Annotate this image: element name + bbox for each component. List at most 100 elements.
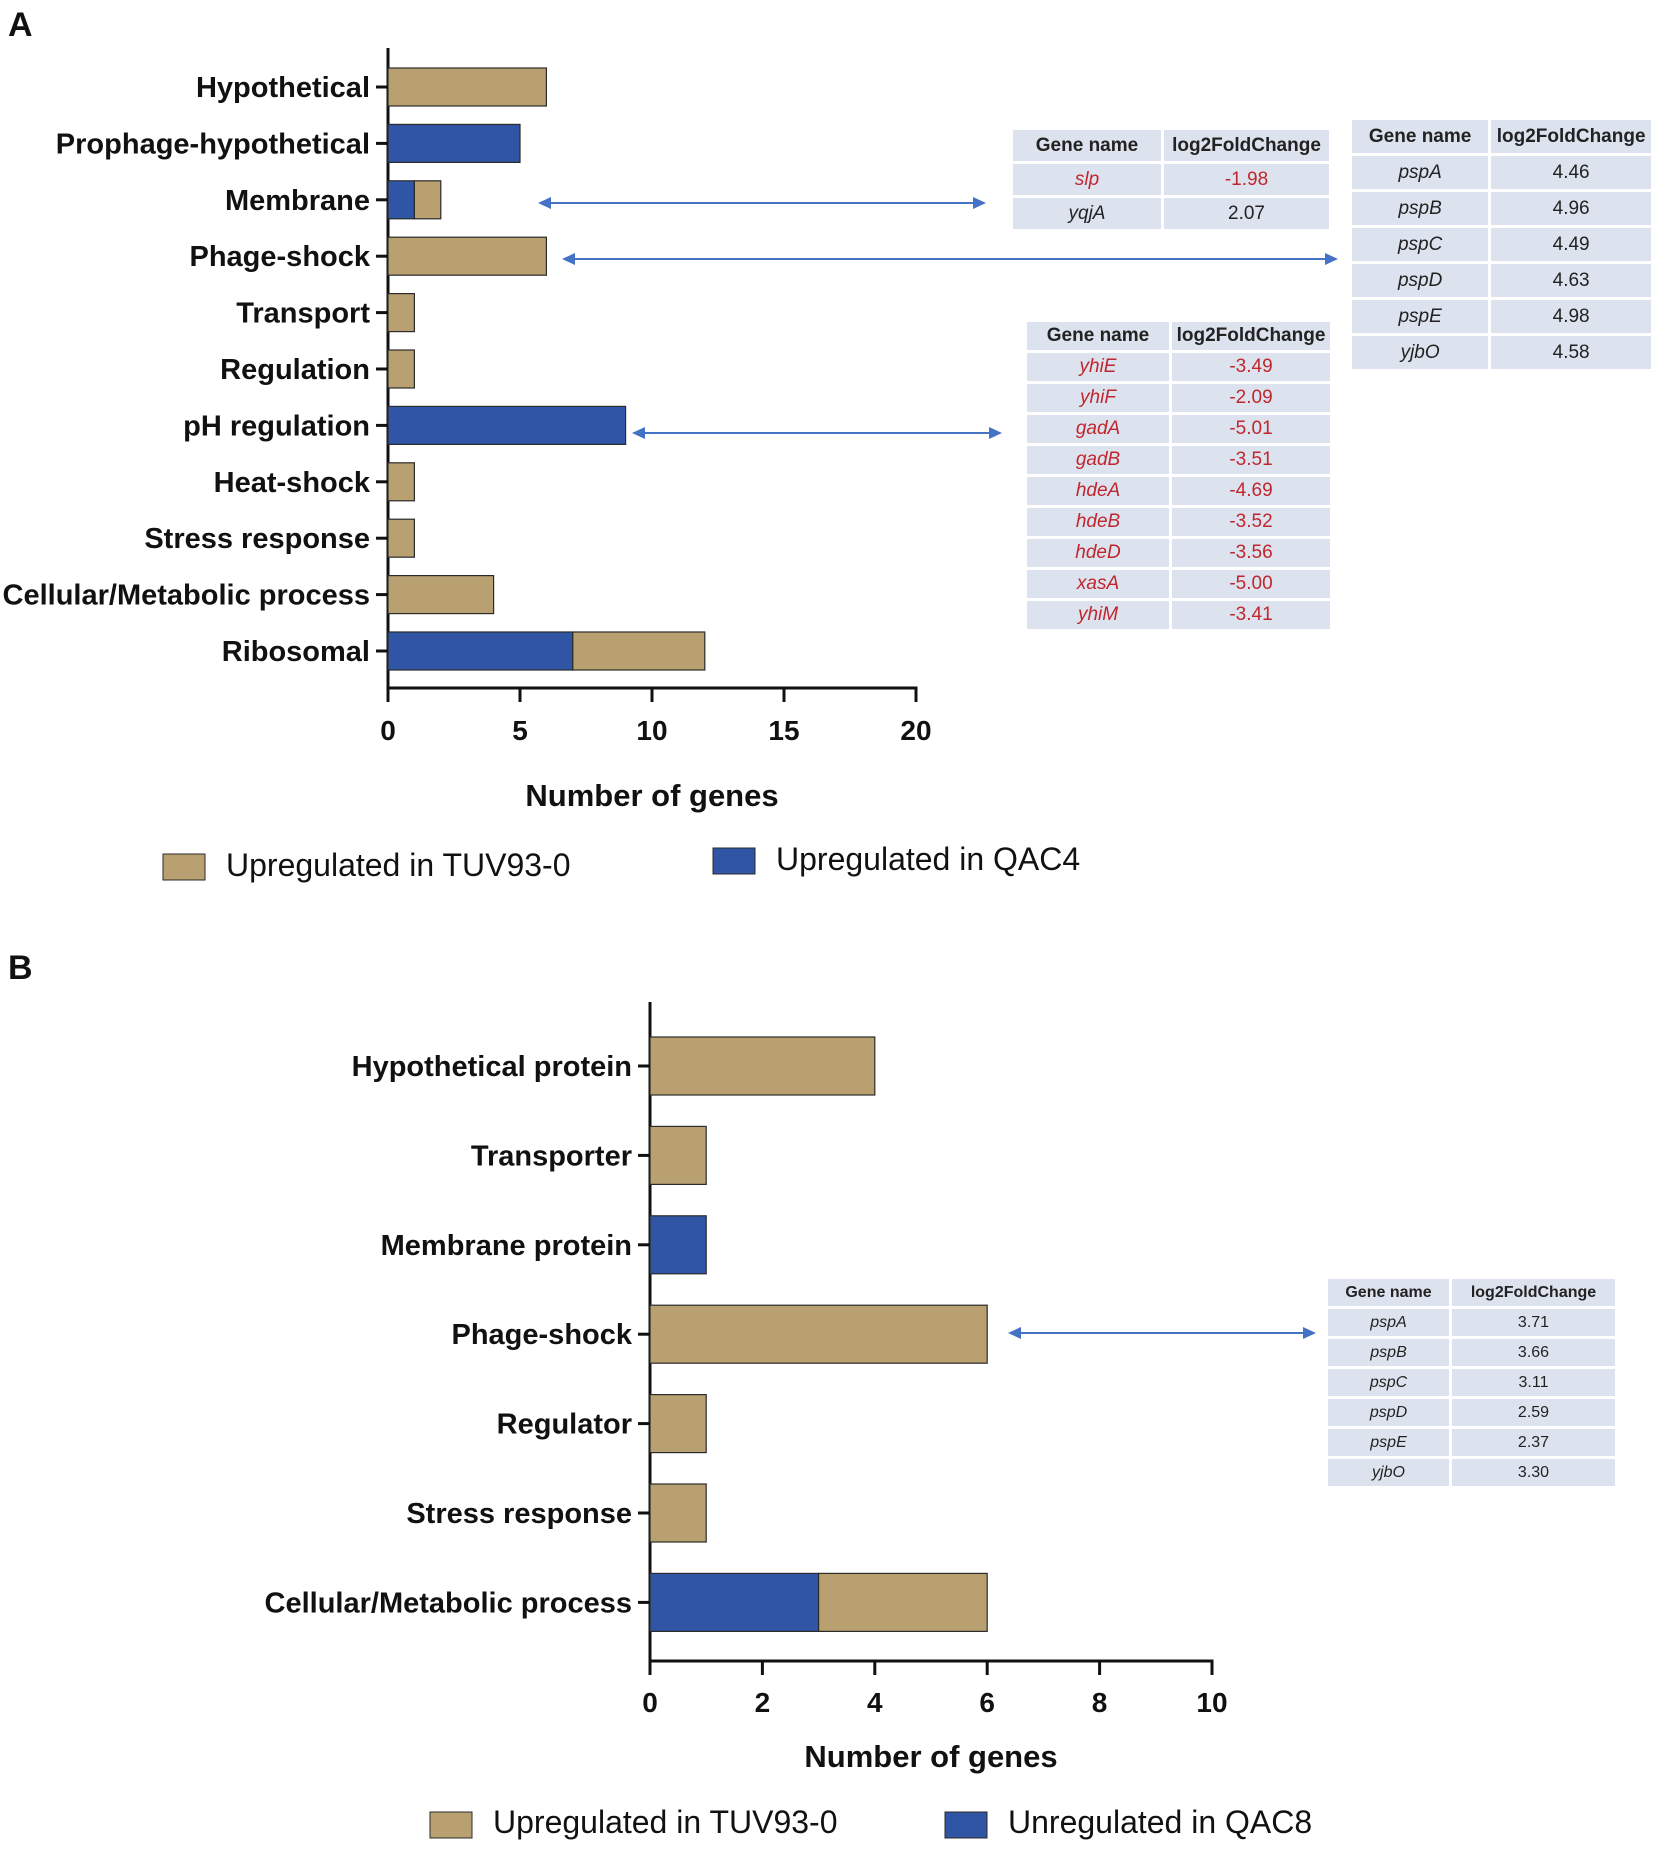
fold-change-cell: 3.66: [1452, 1339, 1615, 1366]
header-log2foldchange: log2FoldChange: [1452, 1279, 1615, 1306]
panel-b-bar-hypothetical-protein-tuv93: [649, 1036, 876, 1096]
panel-b-category-label-transporter: Transporter: [471, 1140, 632, 1172]
header-log2foldchange: log2FoldChange: [1164, 130, 1329, 161]
table-header-row: Gene name log2FoldChange: [1027, 322, 1330, 350]
panel-a-bar-membrane-qac: [387, 180, 415, 220]
chart-panel-b: Hypothetical protein Transporter Membrane …: [265, 1002, 1312, 1840]
panel-a-bar-ph-regulation-qac: [387, 405, 627, 445]
panel-a-x-axis-title: Number of genes: [525, 778, 778, 813]
panel-b-category-label-membrane-protein: Membrane protein: [381, 1230, 632, 1262]
panel-a-bar-ribosomal-tuv93: [572, 631, 706, 671]
table-row: pspD 4.63: [1352, 264, 1651, 297]
table-row: gadA -5.01: [1027, 415, 1330, 443]
gene-name-cell: yqjA: [1013, 198, 1161, 229]
panel-b-bar-membrane-protein-qac: [649, 1215, 707, 1275]
gene-name-cell: slp: [1013, 164, 1161, 195]
arrow-phage-shock-b: [1008, 1327, 1316, 1339]
panel-b-x-tick-label: 6: [979, 1687, 995, 1718]
panel-a-bar-stress-response-tuv93: [387, 518, 415, 558]
panel-b-bar-transporter-tuv93: [649, 1125, 707, 1186]
panel-a-x-tick-label: 10: [636, 715, 667, 746]
panel-b-legend-swatch-tuv93: [429, 1811, 473, 1839]
panel-a-bar-hypothetical-tuv93: [387, 67, 547, 107]
panel-a-x-tick-label: 15: [768, 715, 799, 746]
table-row: pspB 3.66: [1328, 1339, 1615, 1366]
table-row: pspC 3.11: [1328, 1369, 1615, 1396]
panel-b-bar-stress-response-tuv93: [649, 1483, 707, 1543]
panel-b-category-label-cellular-metabolic-process: Cellular/Metabolic process: [265, 1587, 632, 1619]
gene-table-ph-regulation: Gene name log2FoldChange yhiE -3.49 yhiF -2.0…: [1024, 319, 1333, 632]
panel-a-bar-heat-shock-tuv93: [387, 462, 415, 502]
gene-name-cell: pspD: [1352, 264, 1489, 297]
gene-name-cell: hdeD: [1027, 539, 1169, 567]
table-header-row: Gene name log2FoldChange: [1013, 130, 1329, 161]
gene-name-cell: pspC: [1328, 1369, 1449, 1396]
gene-name-cell: pspB: [1328, 1339, 1449, 1366]
gene-name-cell: yhiF: [1027, 384, 1169, 412]
fold-change-cell: 4.49: [1491, 228, 1651, 261]
panel-b-legend-label-qac: Unregulated in QAC8: [1008, 1804, 1312, 1840]
gene-name-cell: yjbO: [1352, 336, 1489, 369]
connector-arrows: [538, 197, 1338, 1339]
gene-table-phage-shock-a: Gene name log2FoldChange pspA 4.46 pspB 4.96 p…: [1349, 117, 1654, 372]
table-row: pspD 2.59: [1328, 1399, 1615, 1426]
panel-a-category-label-transport: Transport: [236, 298, 370, 330]
panel-a-category-label-hypothetical: Hypothetical: [196, 72, 370, 104]
table-header-row: Gene name log2FoldChange: [1328, 1279, 1615, 1306]
panel-a-legend-swatch-qac: [712, 847, 756, 875]
gene-table-membrane: Gene name log2FoldChange slp -1.98 yqjA 2.07: [1010, 127, 1332, 232]
panel-a-category-label-membrane: Membrane: [225, 185, 370, 217]
table-row: hdeD -3.56: [1027, 539, 1330, 567]
panel-b-x-tick-label: 0: [642, 1687, 658, 1718]
panel-letter-b: B: [8, 949, 33, 987]
panel-b-category-label-stress-response: Stress response: [406, 1498, 632, 1530]
table-row: hdeA -4.69: [1027, 477, 1330, 505]
panel-a-category-label-regulation: Regulation: [220, 354, 370, 386]
panel-b-legend-swatch-qac: [944, 1811, 988, 1839]
panel-b-category-label-hypothetical-protein: Hypothetical protein: [352, 1051, 632, 1083]
fold-change-cell: -1.98: [1164, 164, 1329, 195]
panel-b-bar-cellular-metabolic-process-qac: [649, 1572, 820, 1633]
gene-name-cell: gadA: [1027, 415, 1169, 443]
panel-b-x-tick-label: 10: [1196, 1687, 1227, 1718]
gene-table-phage-shock-b: Gene name log2FoldChange pspA 3.71 pspB 3.66 p…: [1325, 1276, 1618, 1489]
table-row: yhiE -3.49: [1027, 353, 1330, 381]
panel-a-category-label-ph-regulation: pH regulation: [183, 410, 370, 442]
fold-change-cell: 3.71: [1452, 1309, 1615, 1336]
table-row: gadB -3.51: [1027, 446, 1330, 474]
fold-change-cell: 2.07: [1164, 198, 1329, 229]
panel-b-x-tick-label: 2: [755, 1687, 771, 1718]
panel-letter-a: A: [8, 6, 33, 44]
fold-change-cell: 4.96: [1491, 192, 1651, 225]
panel-a-category-label-prophage-hypothetical: Prophage-hypothetical: [56, 128, 370, 160]
fold-change-cell: -5.00: [1172, 570, 1330, 598]
table-row: yjbO 3.30: [1328, 1459, 1615, 1486]
arrow-membrane: [538, 197, 986, 209]
fold-change-cell: -3.49: [1172, 353, 1330, 381]
fold-change-cell: -2.09: [1172, 384, 1330, 412]
gene-name-cell: yhiM: [1027, 601, 1169, 629]
table-row: yhiF -2.09: [1027, 384, 1330, 412]
fold-change-cell: 2.37: [1452, 1429, 1615, 1456]
panel-b-x-axis-title: Number of genes: [804, 1739, 1057, 1774]
header-gene-name: Gene name: [1013, 130, 1161, 161]
gene-name-cell: pspD: [1328, 1399, 1449, 1426]
panel-a-x-tick-label: 20: [900, 715, 931, 746]
table-row: yhiM -3.41: [1027, 601, 1330, 629]
table-row: slp -1.98: [1013, 164, 1329, 195]
panel-a-bar-regulation-tuv93: [387, 349, 415, 389]
gene-name-cell: pspA: [1328, 1309, 1449, 1336]
panel-a-category-label-cellular-metabolic-process: Cellular/Metabolic process: [3, 580, 370, 612]
gene-name-cell: yhiE: [1027, 353, 1169, 381]
panel-b-bar-phage-shock-tuv93: [649, 1304, 988, 1364]
fold-change-cell: -3.56: [1172, 539, 1330, 567]
table-header-row: Gene name log2FoldChange: [1352, 120, 1651, 153]
table-row: pspA 3.71: [1328, 1309, 1615, 1336]
gene-name-cell: pspB: [1352, 192, 1489, 225]
panel-a-category-label-heat-shock: Heat-shock: [214, 467, 371, 499]
panel-b-legend-label-tuv93: Upregulated in TUV93-0: [493, 1804, 838, 1840]
table-row: pspE 2.37: [1328, 1429, 1615, 1456]
gene-name-cell: pspC: [1352, 228, 1489, 261]
gene-name-cell: xasA: [1027, 570, 1169, 598]
